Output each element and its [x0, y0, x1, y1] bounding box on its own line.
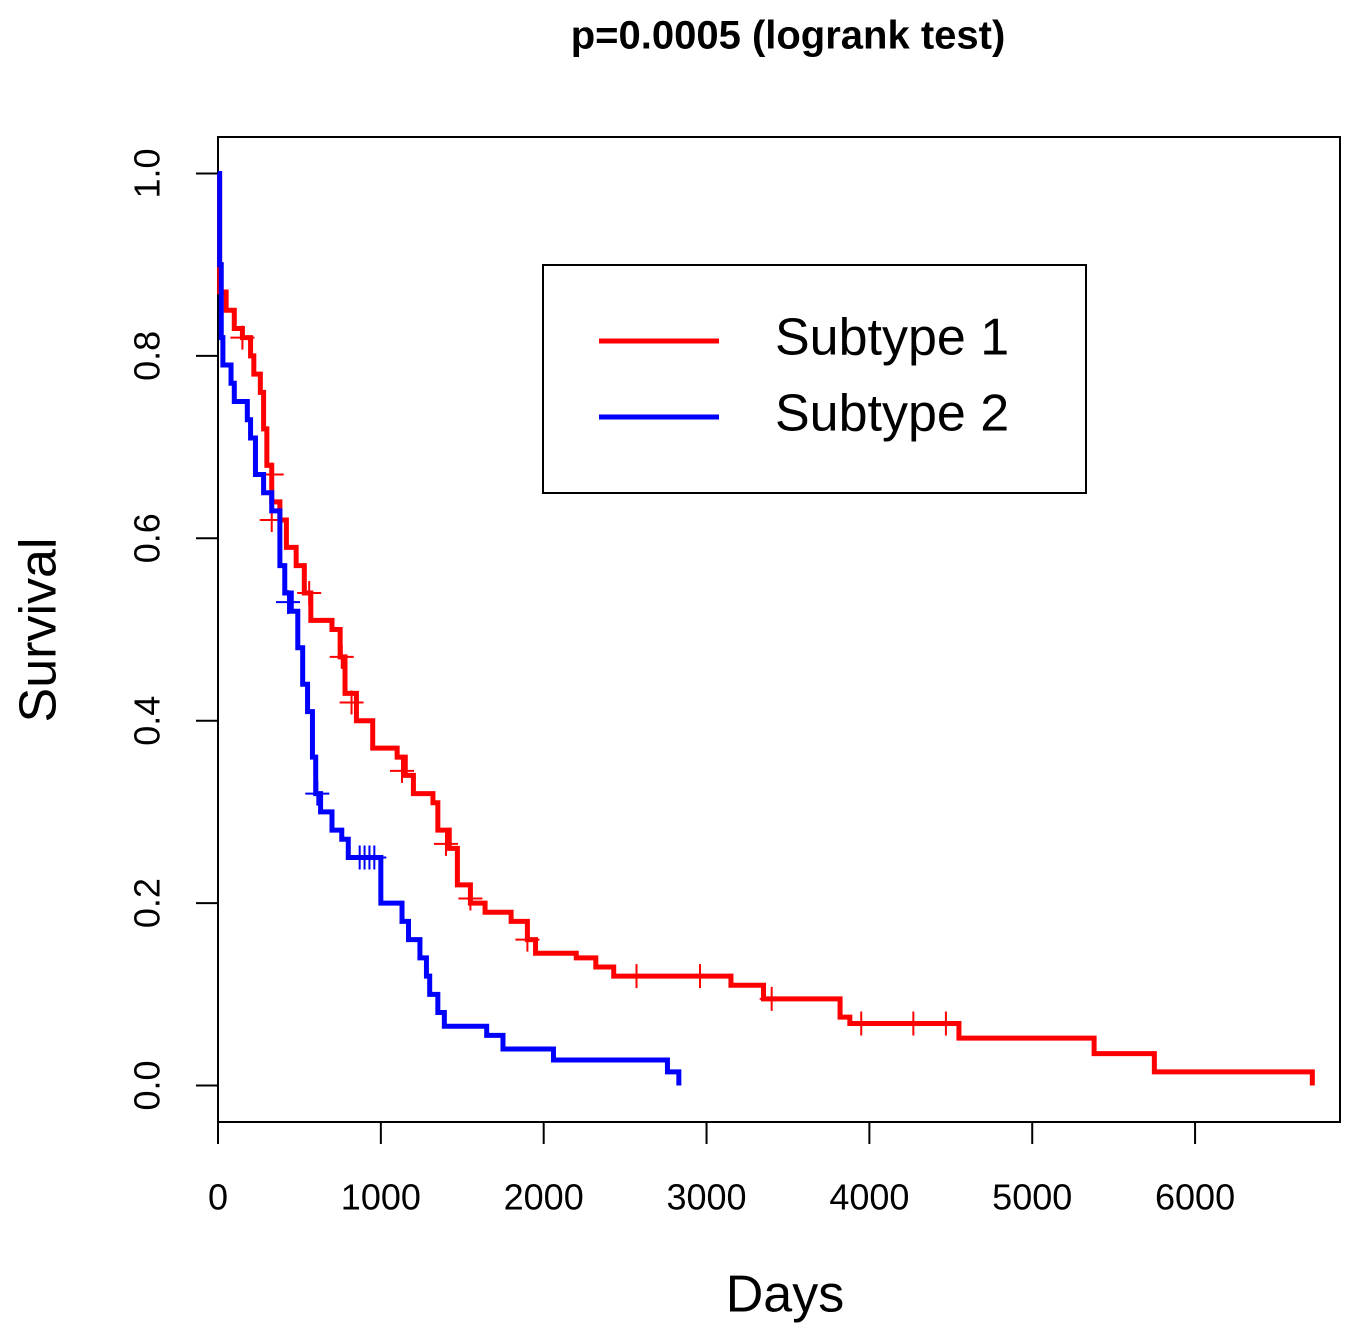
- survival-curve: [217, 170, 682, 1086]
- censor-mark: [759, 986, 784, 1011]
- x-axis-label: Days: [726, 1266, 844, 1324]
- x-tick-label: 5000: [992, 1177, 1072, 1218]
- y-tick-label: 0.0: [127, 1060, 168, 1110]
- censor-mark: [230, 325, 255, 350]
- censor-mark: [390, 758, 415, 783]
- chart-title: p=0.0005 (logrank test): [571, 14, 1006, 58]
- censor-mark: [339, 690, 364, 715]
- censor-mark: [433, 831, 458, 856]
- y-tick-label: 1.0: [127, 148, 168, 198]
- censor-mark: [329, 644, 354, 669]
- x-tick-label: 4000: [829, 1177, 909, 1218]
- censor-mark: [515, 927, 540, 952]
- y-tick-label: 0.2: [127, 878, 168, 928]
- censor-mark: [688, 964, 713, 989]
- y-tick-label: 0.4: [127, 696, 168, 746]
- x-tick-label: 2000: [504, 1177, 584, 1218]
- y-axis-label: Survival: [10, 538, 68, 723]
- x-tick-label: 3000: [666, 1177, 746, 1218]
- censor-mark: [849, 1011, 874, 1036]
- censor-mark: [276, 590, 301, 615]
- censor-mark: [305, 781, 330, 806]
- censor-mark: [458, 886, 483, 911]
- legend-label: Subtype 2: [775, 385, 1009, 443]
- censor-mark: [362, 845, 387, 870]
- x-tick-label: 1000: [341, 1177, 421, 1218]
- y-tick-label: 0.8: [127, 331, 168, 381]
- censor-mark: [901, 1011, 926, 1036]
- survival-curve: [217, 170, 1315, 1086]
- censor-mark: [933, 1011, 958, 1036]
- censor-mark: [624, 964, 649, 989]
- x-tick-label: 0: [208, 1177, 228, 1218]
- x-tick-label: 6000: [1155, 1177, 1235, 1218]
- legend-label: Subtype 1: [775, 309, 1009, 367]
- legend-box: [542, 264, 1087, 494]
- y-tick-label: 0.6: [127, 513, 168, 563]
- censor-mark: [297, 581, 322, 606]
